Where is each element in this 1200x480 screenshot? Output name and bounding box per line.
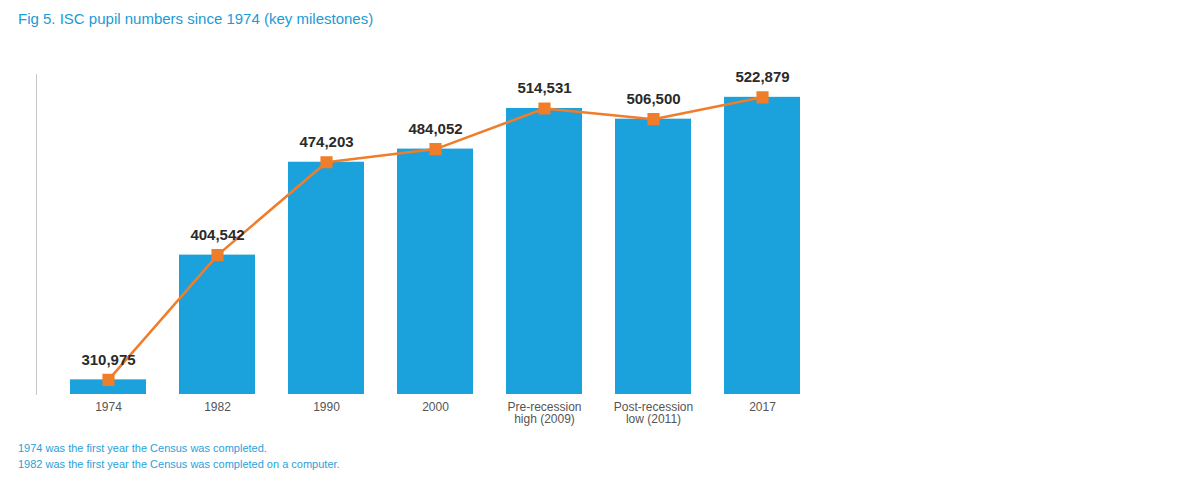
svg-text:404,542: 404,542	[190, 226, 244, 243]
html-text:1982 was the first year the Ce: 1982 was the first year the Census was c…	[18, 458, 340, 470]
svg-text:2017: 2017	[749, 400, 776, 414]
svg-text:2000: 2000	[422, 400, 449, 414]
svg-text:1982: 1982	[204, 400, 231, 414]
html-text:Fig 5. ISC pupil numbers since: Fig 5. ISC pupil numbers since 1974 (key…	[18, 10, 374, 27]
svg-text:474,203: 474,203	[299, 133, 353, 150]
svg-text:Post-recessionlow (2011): Post-recessionlow (2011)	[614, 400, 693, 426]
svg-text:522,879: 522,879	[735, 68, 789, 85]
svg-text:514,531: 514,531	[517, 79, 571, 96]
svg-text:Pre-recessionhigh (2009): Pre-recessionhigh (2009)	[507, 400, 581, 426]
svg-text:1974: 1974	[95, 400, 122, 414]
svg-text:310,975: 310,975	[81, 351, 135, 368]
svg-text:506,500: 506,500	[626, 90, 680, 107]
html-text:1974 was the first year the Ce: 1974 was the first year the Census was c…	[18, 442, 267, 454]
svg-text:1990: 1990	[313, 400, 340, 414]
svg-text:484,052: 484,052	[408, 120, 462, 137]
